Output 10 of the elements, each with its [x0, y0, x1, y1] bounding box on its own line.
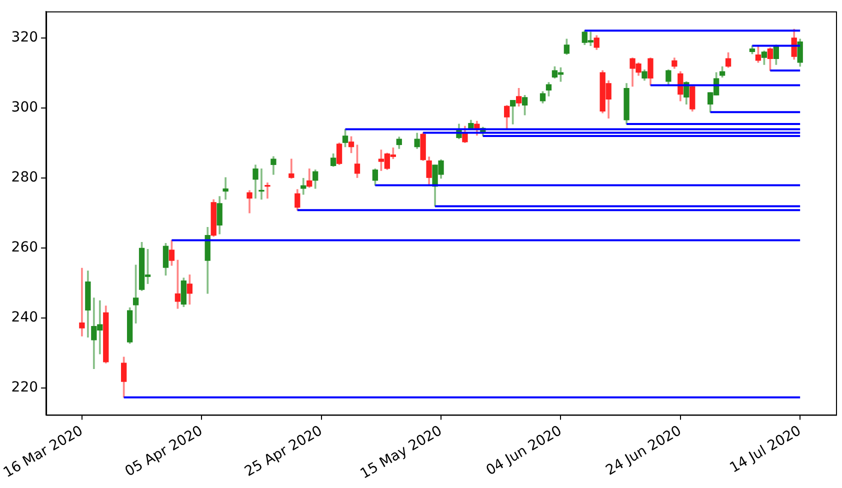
y-tick-label: 220	[11, 380, 38, 396]
y-tick-label: 240	[11, 310, 38, 326]
y-tick-label: 260	[11, 240, 38, 256]
candlestick	[222, 177, 228, 200]
y-tick-label: 320	[11, 30, 38, 46]
candlestick	[79, 268, 85, 336]
y-tick-label: 280	[11, 170, 38, 186]
y-tick-label: 300	[11, 100, 38, 116]
candlestick	[264, 182, 270, 199]
candlestick	[258, 168, 264, 200]
